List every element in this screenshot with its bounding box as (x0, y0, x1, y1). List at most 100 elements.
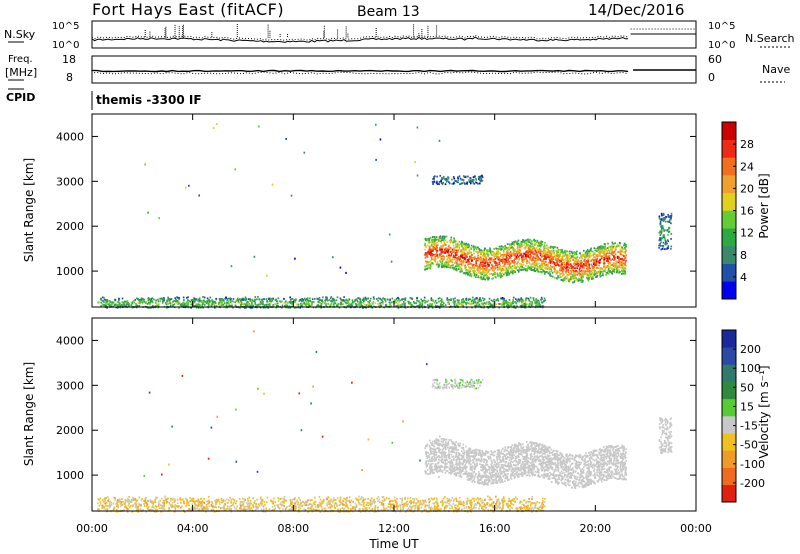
range-gate-cell (208, 303, 211, 306)
range-gate-cell (661, 228, 663, 230)
range-gate-cell (507, 271, 510, 274)
range-gate-cell (616, 243, 619, 246)
range-gate-cell (253, 300, 255, 303)
range-gate-cell (513, 242, 516, 245)
range-gate-cell (486, 302, 489, 304)
range-gate-cell (592, 267, 594, 270)
range-gate-cell (203, 301, 206, 304)
range-gate-cell (503, 258, 505, 260)
range-gate-cell (569, 278, 571, 281)
range-gate-cell (476, 265, 479, 268)
range-gate-cell (148, 301, 150, 304)
range-gate-cell (438, 181, 441, 183)
range-gate-cell (511, 271, 513, 274)
site-title: Fort Hays East (fitACF) (92, 0, 284, 19)
range-gate-cell (226, 305, 229, 308)
range-gate-cell (496, 262, 498, 264)
range-gate-cell (624, 257, 626, 260)
range-gate-cell (424, 256, 427, 259)
range-gate-cell (572, 271, 575, 274)
range-gate-cell (203, 296, 206, 299)
range-gate-cell (532, 246, 535, 249)
range-gate-cell (546, 270, 548, 273)
range-gate-cell (459, 260, 461, 263)
range-gate-cell (436, 175, 438, 178)
range-gate-cell (167, 303, 169, 305)
range-gate-cell (470, 254, 473, 257)
range-gate-cell (454, 252, 457, 254)
range-gate-cell (562, 266, 565, 268)
range-gate-cell (249, 300, 251, 302)
range-gate-cell (595, 276, 597, 279)
range-gate-cell (501, 297, 504, 299)
range-gate-cell (532, 299, 535, 301)
range-gate-cell (496, 273, 499, 276)
range-gate-cell (152, 301, 154, 304)
range-gate-cell (416, 297, 418, 299)
range-gate-cell (547, 251, 549, 254)
range-gate-cell (541, 260, 543, 263)
range-gate-cell (553, 255, 556, 258)
range-gate-cell (306, 303, 308, 306)
range-gate-cell (194, 305, 196, 307)
range-gate-cell (157, 300, 160, 303)
range-gate-cell (259, 303, 261, 306)
range-gate-cell (565, 258, 567, 261)
range-gate-cell (575, 269, 578, 272)
range-gate-cell (455, 265, 457, 268)
range-gate-cell (586, 270, 588, 273)
range-gate-cell (159, 300, 162, 302)
range-gate-cell (621, 264, 624, 267)
range-gate-cell (664, 237, 666, 240)
range-gate-cell (403, 304, 406, 306)
range-gate-cell (532, 257, 534, 259)
range-gate-cell (507, 258, 510, 261)
range-gate-cell (457, 258, 460, 261)
range-gate-cell (468, 274, 471, 277)
range-gate-cell (544, 272, 546, 275)
range-gate-cell (155, 299, 157, 302)
range-gate-cell (593, 469, 595, 472)
range-gate-cell (508, 268, 510, 270)
range-gate-cell (445, 247, 448, 250)
range-gate-cell (499, 267, 502, 270)
range-gate-cell (474, 175, 476, 178)
range-gate-cell (495, 250, 498, 253)
range-gate-cell (436, 261, 439, 263)
range-gate-cell (580, 264, 583, 267)
range-gate-cell (565, 260, 568, 263)
range-gate-cell (607, 262, 610, 264)
range-gate-cell (556, 246, 559, 249)
range-gate-cell (562, 259, 564, 261)
range-gate-cell (105, 300, 108, 303)
range-gate-cell (413, 302, 416, 305)
range-gate-cell (455, 303, 458, 306)
range-gate-cell (505, 252, 508, 255)
range-gate-cell (624, 250, 627, 253)
range-gate-cell (144, 302, 147, 304)
range-gate-cell (574, 257, 577, 259)
range-gate-cell (245, 304, 247, 307)
range-gate-cell (348, 298, 351, 301)
range-gate-cell (612, 242, 614, 245)
range-gate-cell (433, 253, 436, 256)
range-gate-cell (555, 253, 558, 256)
range-gate-cell (173, 303, 176, 306)
range-gate-cell (454, 246, 456, 249)
range-gate-cell (611, 267, 614, 270)
range-gate-cell (476, 269, 479, 272)
range-gate-cell (457, 179, 459, 181)
range-gate-cell (549, 274, 552, 276)
range-gate-cell (483, 267, 486, 270)
range-gate-cell (466, 261, 468, 263)
range-gate-cell (504, 301, 506, 304)
range-gate-cell (299, 302, 302, 305)
range-gate-cell (594, 258, 597, 261)
range-gate-cell (396, 303, 399, 305)
range-gate-cell (576, 258, 579, 261)
range-gate-cell (564, 254, 567, 257)
range-gate-cell (485, 266, 487, 269)
range-gate-cell (614, 242, 616, 245)
range-gate-cell (619, 266, 622, 269)
range-gate-cell (577, 476, 579, 479)
